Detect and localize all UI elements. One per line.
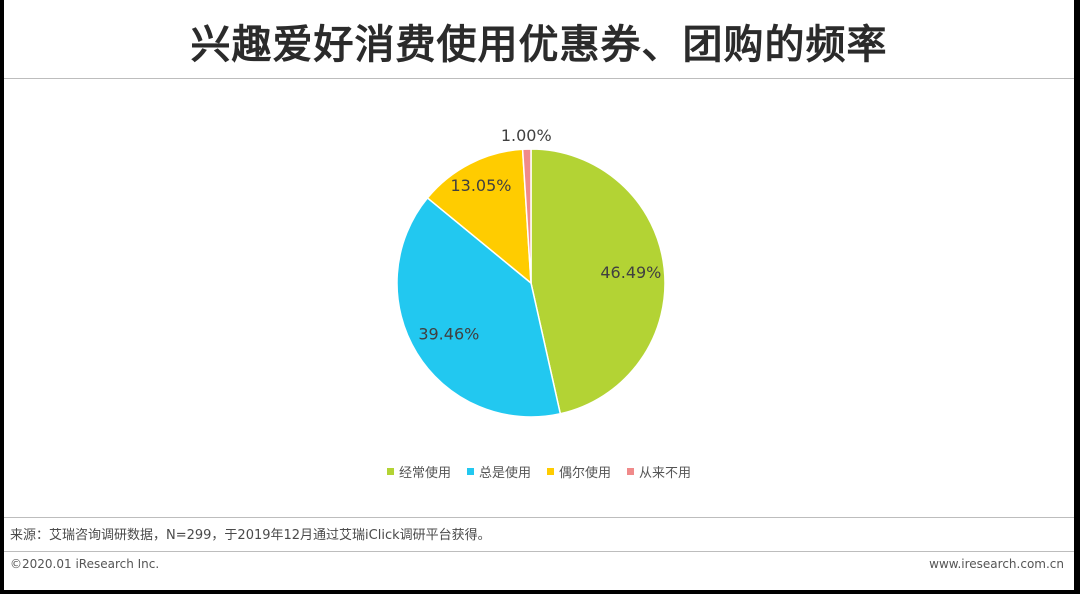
- legend-swatch-sometimes: [547, 468, 554, 475]
- legend-item-always: 总是使用: [466, 462, 531, 481]
- pie-slice-always: [396, 196, 562, 418]
- page-title: 兴趣爱好消费使用优惠券、团购的频率: [190, 22, 888, 68]
- data-label-sometimes: 13.05%: [450, 176, 511, 195]
- data-label-always: 39.46%: [418, 325, 479, 344]
- pie-slice-sometimes: [426, 148, 532, 285]
- source-divider: [4, 517, 1074, 518]
- copyright-text: ©2020.01 iResearch Inc.: [10, 557, 160, 571]
- title-divider: [4, 78, 1074, 79]
- pie-slice-never: [521, 148, 532, 284]
- website-link[interactable]: www.iresearch.com.cn: [929, 557, 1064, 571]
- legend-swatch-often: [386, 468, 394, 475]
- source-note: 来源：艾瑞咨询调研数据，N=299，于2019年12月通过艾瑞iClick调研平…: [10, 528, 491, 543]
- legend-swatch-always: [466, 468, 474, 475]
- data-label-often: 46.49%: [600, 263, 661, 282]
- legend-label-often: 经常使用: [398, 466, 451, 481]
- legend-label-always: 总是使用: [478, 466, 531, 481]
- legend-swatch-never: [627, 468, 635, 475]
- data-label-never: 1.00%: [501, 126, 552, 145]
- pie-chart: 46.49% 39.46% 13.05% 1.00%: [396, 126, 666, 418]
- legend-label-sometimes: 偶尔使用: [559, 466, 612, 481]
- legend-label-never: 从来不用: [639, 466, 692, 481]
- legend-item-never: 从来不用: [627, 462, 691, 481]
- slide: 兴趣爱好消费使用优惠券、团购的频率 46.49% 39.46% 13.05% 1.00…: [4, 0, 1074, 590]
- pie-slice-often: [530, 148, 666, 415]
- chart-legend: 经常使用 总是使用 偶尔使用 从来不用: [4, 462, 1074, 481]
- legend-item-often: 经常使用: [386, 462, 451, 481]
- legend-item-sometimes: 偶尔使用: [547, 462, 611, 481]
- footer-divider: [4, 551, 1074, 552]
